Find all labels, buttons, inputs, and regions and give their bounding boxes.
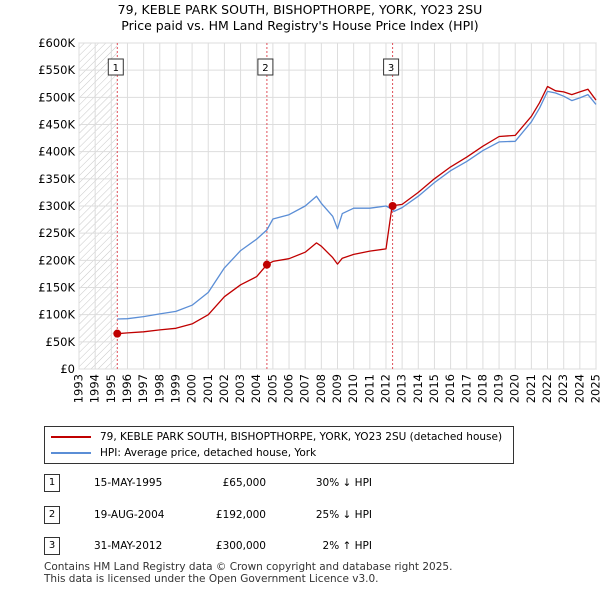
x-tick-label: 2018 xyxy=(475,374,489,403)
legend-item-price-paid: 79, KEBLE PARK SOUTH, BISHOPTHORPE, YORK… xyxy=(51,429,502,445)
x-tick-label: 2008 xyxy=(314,374,328,403)
legend-swatch-price-paid xyxy=(51,436,91,438)
x-tick-label: 2007 xyxy=(298,374,312,403)
y-tick-label: £550K xyxy=(38,63,75,77)
y-tick-label: £0 xyxy=(60,362,75,376)
x-tick-label: 2025 xyxy=(589,374,600,403)
footer-licence: This data is licensed under the Open Gov… xyxy=(44,573,379,585)
y-tick-label: £400K xyxy=(38,145,75,159)
x-tick-label: 2022 xyxy=(540,374,554,403)
y-tick-label: £250K xyxy=(38,226,75,240)
transaction-number: 2 xyxy=(44,506,60,524)
y-tick-label: £350K xyxy=(38,172,75,186)
x-tick-label: 2019 xyxy=(492,374,506,403)
x-tick-label: 2015 xyxy=(427,374,441,403)
x-tick-label: 2000 xyxy=(185,374,199,403)
x-tick-label: 2023 xyxy=(556,374,570,403)
transaction-date: 19-AUG-2004 xyxy=(94,509,165,521)
transaction-price: £65,000 xyxy=(222,477,266,489)
transaction-hpi-diff: 2% ↑ HPI xyxy=(322,540,372,552)
hpi-series-line xyxy=(117,90,597,320)
transaction-hpi-diff: 25% ↓ HPI xyxy=(315,509,372,521)
x-tick-label: 2005 xyxy=(265,374,279,403)
x-tick-label: 2003 xyxy=(233,374,247,403)
x-tick-label: 2021 xyxy=(524,374,538,403)
transaction-row: 1 15-MAY-1995 £65,000 30% ↓ HPI xyxy=(44,474,564,494)
legend-item-hpi: HPI: Average price, detached house, York xyxy=(51,445,316,461)
x-tick-label: 1993 xyxy=(72,374,86,403)
x-tick-label: 1999 xyxy=(168,374,182,403)
transaction-number: 1 xyxy=(44,474,60,492)
y-tick-label: £300K xyxy=(38,199,75,213)
x-tick-label: 2012 xyxy=(378,374,392,403)
sale-point xyxy=(113,329,122,338)
sale-point xyxy=(388,202,397,210)
sale-marker-label: 1 xyxy=(113,63,119,74)
x-tick-label: 2016 xyxy=(443,374,457,403)
chart-title-line1: 79, KEBLE PARK SOUTH, BISHOPTHORPE, YORK… xyxy=(117,2,483,17)
y-tick-label: £450K xyxy=(38,118,75,132)
y-tick-label: £50K xyxy=(46,335,76,349)
legend-label-hpi: HPI: Average price, detached house, York xyxy=(100,447,317,459)
x-tick-label: 2006 xyxy=(282,374,296,403)
y-tick-label: £150K xyxy=(38,281,75,295)
transaction-hpi-diff: 30% ↓ HPI xyxy=(315,477,372,489)
x-tick-label: 2013 xyxy=(395,374,409,403)
legend-swatch-hpi xyxy=(51,452,91,454)
x-tick-label: 1994 xyxy=(88,374,102,403)
x-tick-label: 2011 xyxy=(362,374,376,403)
x-tick-label: 2010 xyxy=(346,374,360,403)
sale-marker-box xyxy=(383,58,400,76)
x-tick-label: 2020 xyxy=(508,374,522,403)
sale-marker-label: 3 xyxy=(388,63,394,74)
y-tick-label: £600K xyxy=(38,36,75,50)
legend-label-price-paid: 79, KEBLE PARK SOUTH, BISHOPTHORPE, YORK… xyxy=(100,431,503,443)
x-tick-label: 2002 xyxy=(217,374,231,403)
x-tick-label: 1998 xyxy=(152,374,166,403)
sale-marker-label: 2 xyxy=(262,63,268,74)
legend: 79, KEBLE PARK SOUTH, BISHOPTHORPE, YORK… xyxy=(44,426,514,464)
y-tick-label: £500K xyxy=(38,90,75,104)
x-tick-label: 2004 xyxy=(249,374,263,403)
chart-title-line2: Price paid vs. HM Land Registry's House … xyxy=(121,18,479,33)
sale-marker-box xyxy=(107,58,124,76)
y-tick-label: £200K xyxy=(38,253,75,267)
x-tick-label: 1997 xyxy=(136,374,150,403)
y-tick-label: £100K xyxy=(38,308,75,322)
x-tick-label: 2024 xyxy=(572,374,586,403)
transaction-price: £300,000 xyxy=(215,540,266,552)
transaction-row: 3 31-MAY-2012 £300,000 2% ↑ HPI xyxy=(44,537,564,557)
sale-point xyxy=(262,260,271,269)
x-tick-label: 2014 xyxy=(411,374,425,403)
x-tick-label: 1995 xyxy=(104,374,118,403)
transaction-date: 15-MAY-1995 xyxy=(94,477,163,489)
x-tick-label: 2009 xyxy=(330,374,344,403)
transaction-number: 3 xyxy=(44,537,60,555)
footer-copyright: Contains HM Land Registry data © Crown c… xyxy=(44,561,453,573)
x-tick-label: 2001 xyxy=(201,374,215,403)
transaction-price: £192,000 xyxy=(215,509,266,521)
transaction-date: 31-MAY-2012 xyxy=(94,540,163,552)
x-tick-label: 2017 xyxy=(459,374,473,403)
transaction-row: 2 19-AUG-2004 £192,000 25% ↓ HPI xyxy=(44,506,564,526)
x-tick-label: 1996 xyxy=(120,374,134,403)
price-chart: £0 £50K £100K £150K £200K £250K £300K £350K £400… xyxy=(38,36,600,403)
price-paid-series-line xyxy=(117,85,597,335)
sale-marker-box xyxy=(257,58,274,76)
